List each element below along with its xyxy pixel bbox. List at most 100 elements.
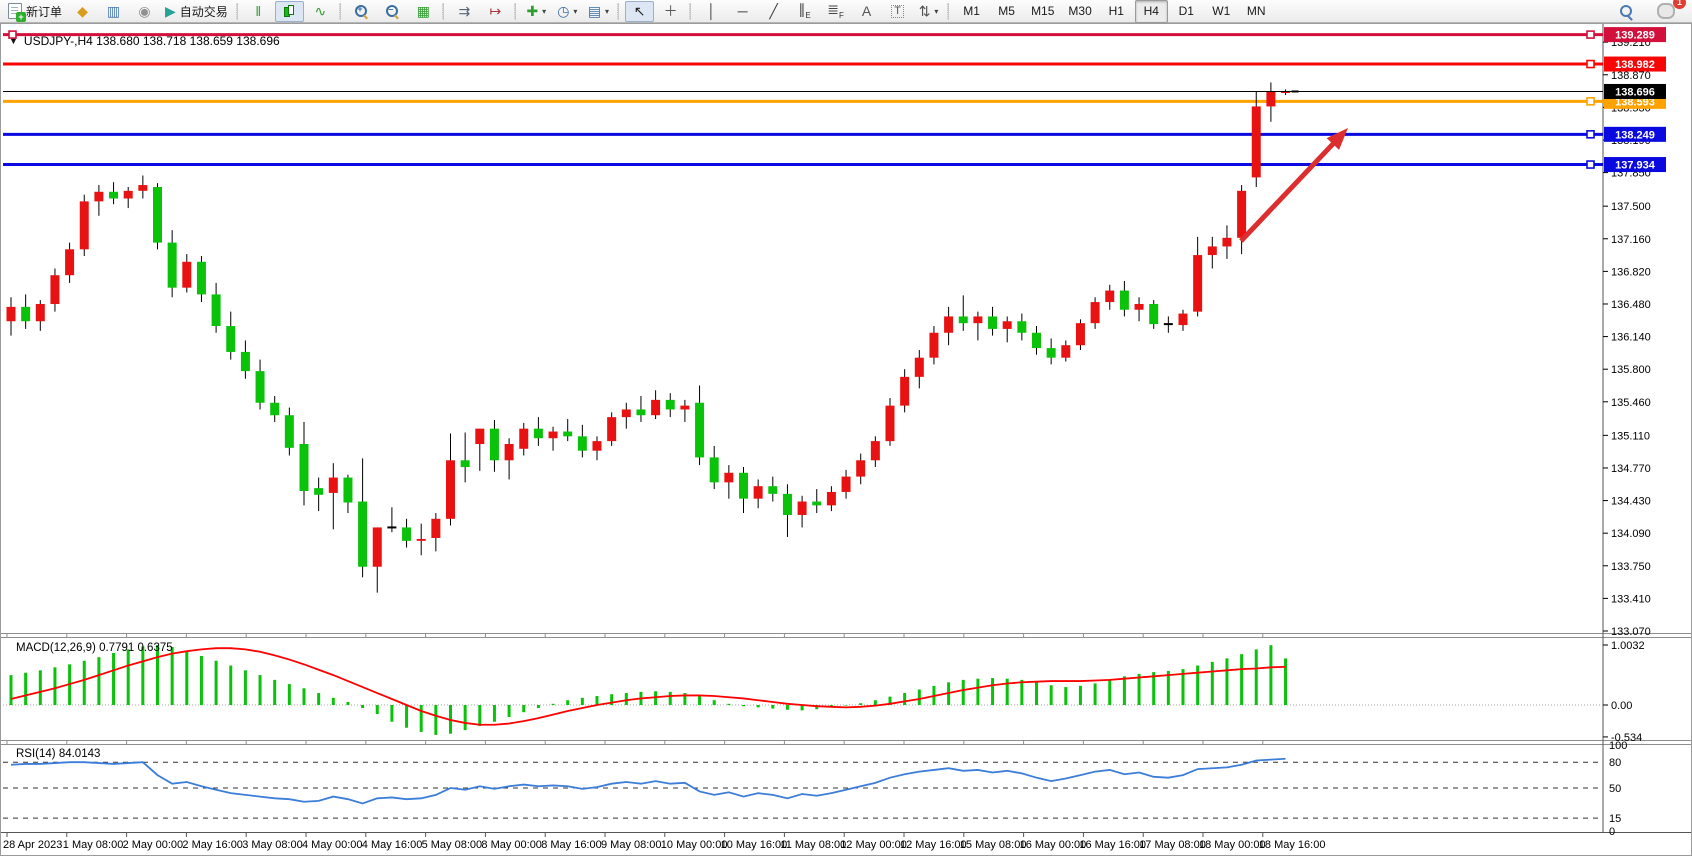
timeframe-m15-label: M15 <box>1031 4 1055 18</box>
chart-menu-icon[interactable]: ▼ <box>9 36 18 46</box>
rsi-scale-label: 80 <box>1609 757 1621 769</box>
timeframe-m30-button[interactable]: M30 <box>1062 0 1097 23</box>
candle-body <box>1193 255 1203 312</box>
arrows-button[interactable]: ⇅ ▾ <box>914 1 943 22</box>
price-tick-label: 133.750 <box>1611 561 1651 573</box>
candle-body <box>65 249 75 276</box>
auto-trading-button[interactable]: ▶ 自动交易 <box>161 1 232 22</box>
rsi-scale-label: 15 <box>1609 813 1621 825</box>
candle-body <box>446 460 455 519</box>
time-axis-label: 16 May 00:00 <box>1020 839 1087 851</box>
trendline-button[interactable]: ╱ <box>759 1 788 22</box>
market-watch-button[interactable]: ▥ <box>99 1 128 22</box>
timeframe-w1-button[interactable]: W1 <box>1205 0 1238 23</box>
candle-body <box>343 477 353 503</box>
candle-body <box>460 460 470 468</box>
time-axis-label: 5 May 08:00 <box>422 839 483 851</box>
equidistant-channel-icon: ∥E <box>798 1 811 20</box>
price-tick-label: 135.460 <box>1611 397 1651 409</box>
macd-indicator-label: MACD(12,26,9) 0.7791 0.6375 <box>16 642 173 654</box>
candle-body <box>1046 348 1056 358</box>
indicators-button[interactable]: ✚ ▾ <box>522 1 551 22</box>
styles-button[interactable]: ◆ <box>68 1 97 22</box>
signals-button[interactable]: ◉ <box>130 1 159 22</box>
fibonacci-icon: ≣F <box>827 1 844 20</box>
candlestick-chart-button[interactable] <box>274 0 304 22</box>
zoom-in-button[interactable]: + <box>347 1 376 22</box>
candle-body <box>1090 302 1100 324</box>
candle-body <box>797 501 807 515</box>
candle-body <box>431 518 441 538</box>
line-handle[interactable] <box>1586 130 1595 139</box>
timeframe-mn-button[interactable]: MN <box>1240 0 1273 23</box>
line-handle[interactable] <box>1586 160 1595 169</box>
line-chart-icon: ∿ <box>314 3 327 19</box>
candle-body <box>914 357 924 377</box>
time-axis-label: 12 May 16:00 <box>900 839 967 851</box>
candle-body <box>768 486 778 494</box>
zoom-out-button[interactable]: – <box>378 1 407 22</box>
periods-button[interactable]: ◷ ▾ <box>553 1 582 22</box>
timeframe-w1-label: W1 <box>1212 4 1231 18</box>
trend-arrow-object[interactable] <box>1239 136 1341 243</box>
cursor-icon: ↖ <box>633 3 646 19</box>
time-axis-label: 10 May 00:00 <box>661 839 728 851</box>
line-handle[interactable] <box>1586 30 1595 39</box>
tile-windows-icon: ▦ <box>416 3 430 19</box>
auto-trading-label: 自动交易 <box>179 4 228 19</box>
horizontal-line-button[interactable]: ─ <box>728 1 757 22</box>
bar-chart-button[interactable]: ‖ <box>244 1 273 22</box>
text-label-button[interactable]: T <box>883 1 912 22</box>
candle-body <box>577 436 587 451</box>
line-handle[interactable] <box>8 30 17 39</box>
chart-shift-button[interactable]: ↦ <box>481 1 510 22</box>
tile-windows-button[interactable]: ▦ <box>409 1 438 22</box>
notifications-button[interactable]: 1 <box>1651 0 1686 22</box>
timeframe-m5-button[interactable]: M5 <box>990 0 1023 23</box>
candle-body <box>50 275 60 304</box>
timeframe-h1-label: H1 <box>1108 4 1124 18</box>
auto-scroll-button[interactable]: ⇉ <box>450 1 479 22</box>
time-axis-label: 8 May 16:00 <box>541 839 602 851</box>
text-button[interactable]: A <box>852 1 881 22</box>
toolbar: 新订单◆▥◉▶自动交易‖∿+–▦⇉↦✚▾◷▾▤▾↖＋│─╱∥E≣FAT⇅▾M1M… <box>0 0 1692 23</box>
macd-scale-label: -0.534 <box>1611 732 1642 744</box>
price-line-badge <box>1604 56 1666 72</box>
candle-body <box>226 326 236 352</box>
templates-button[interactable]: ▤ ▾ <box>584 1 613 22</box>
cursor-button[interactable]: ↖ <box>625 0 655 22</box>
candle-body <box>533 428 543 439</box>
timeframe-h4-button[interactable]: H4 <box>1134 0 1168 23</box>
chart-canvas[interactable]: 139.210138.870138.530138.190137.850137.5… <box>1 24 1691 855</box>
timeframe-m15-button[interactable]: M15 <box>1025 0 1060 23</box>
candle-body <box>109 191 119 199</box>
candle-body <box>270 402 280 416</box>
text-icon: A <box>861 3 872 19</box>
candle-body <box>328 477 338 493</box>
new-order-icon <box>8 3 26 22</box>
candle-body <box>607 417 617 442</box>
search-button[interactable] <box>1612 1 1641 22</box>
candle-body <box>416 538 426 541</box>
candle-body <box>94 191 104 202</box>
candle-body <box>739 472 748 499</box>
equidistant-channel-button[interactable]: ∥E <box>790 1 819 22</box>
vertical-line-button[interactable]: │ <box>697 1 726 22</box>
new-order-button[interactable]: 新订单 <box>4 1 66 22</box>
timeframe-h1-button[interactable]: H1 <box>1100 0 1133 23</box>
timeframe-m1-button[interactable]: M1 <box>955 0 988 23</box>
candle-body <box>1178 313 1188 326</box>
rsi-scale-label: 100 <box>1609 740 1627 752</box>
time-axis-label: 28 Apr 2023 <box>3 839 62 851</box>
candle-body <box>782 493 792 515</box>
crosshair-button[interactable]: ＋ <box>656 1 685 22</box>
timeframe-d1-button[interactable]: D1 <box>1170 0 1203 23</box>
line-chart-button[interactable]: ∿ <box>306 1 335 22</box>
line-handle[interactable] <box>1586 97 1595 106</box>
price-tick-label: 133.410 <box>1611 593 1651 605</box>
candlestick-chart-icon <box>282 4 296 19</box>
crosshair-icon: ＋ <box>663 3 678 19</box>
line-handle[interactable] <box>1586 59 1595 69</box>
fibonacci-button[interactable]: ≣F <box>821 1 850 22</box>
time-axis-label: 2 May 16:00 <box>182 839 243 851</box>
